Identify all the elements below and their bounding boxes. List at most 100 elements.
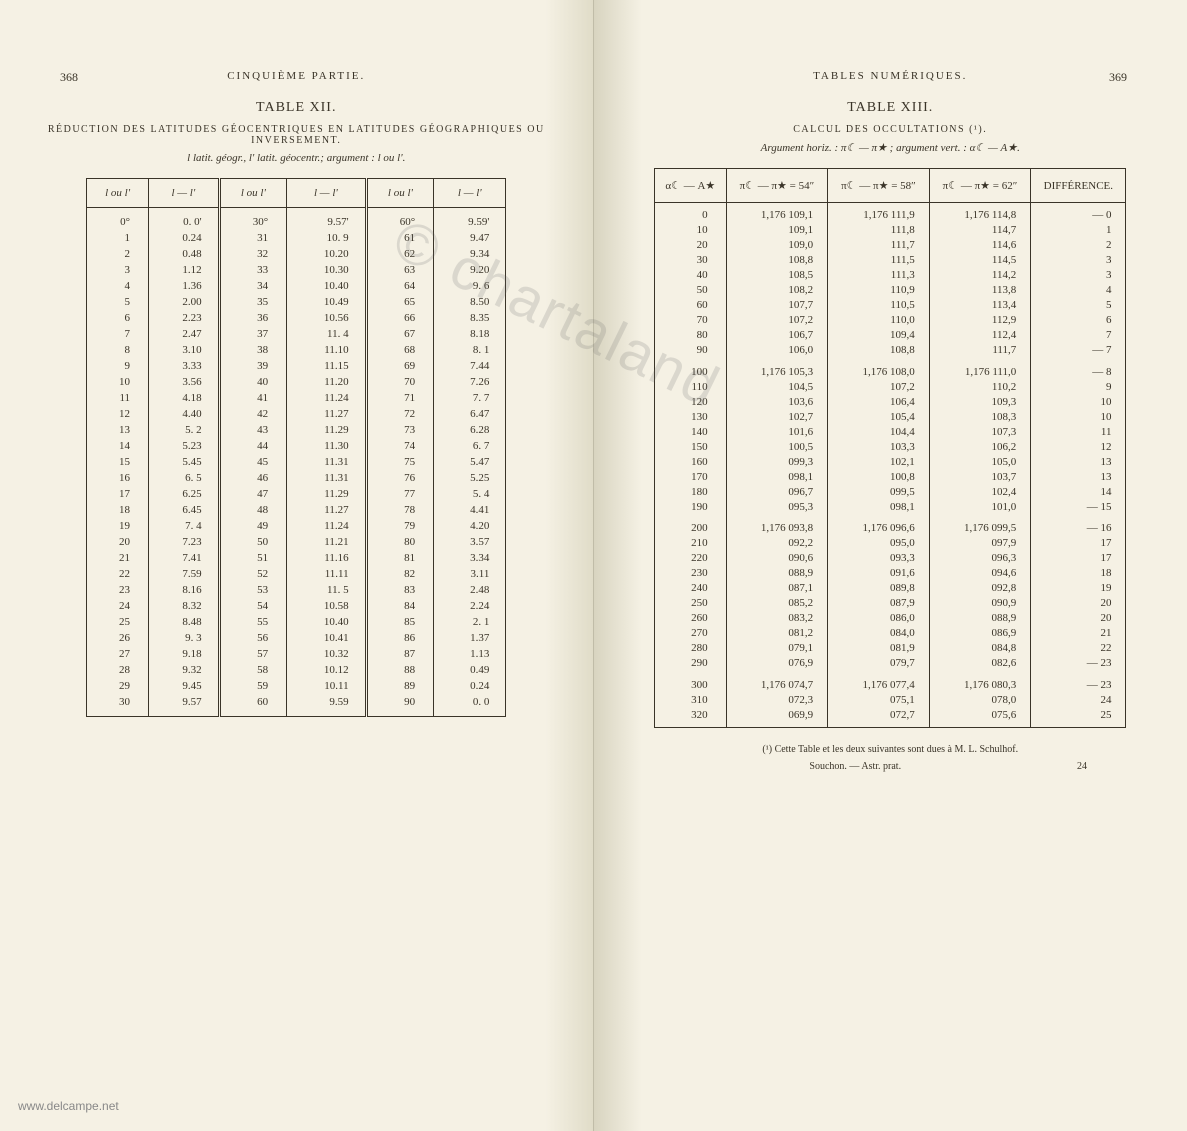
table-cell: 090,9 xyxy=(929,596,1031,611)
page-number-left: 368 xyxy=(60,70,78,85)
table-cell: 37 xyxy=(219,326,287,342)
table-row: 207.235011.21803.57 xyxy=(87,534,506,550)
table-row: 210092,2095,0097,917 xyxy=(655,536,1126,551)
table-cell: 10.58 xyxy=(287,598,367,614)
table-cell: 42 xyxy=(219,406,287,422)
table-cell: 17 xyxy=(1031,536,1126,551)
table-cell: 094,6 xyxy=(929,566,1031,581)
table-cell: 083,2 xyxy=(726,611,828,626)
table-cell: 099,5 xyxy=(828,484,930,499)
table-cell: 39 xyxy=(219,358,287,374)
table-cell: 25 xyxy=(1031,707,1126,727)
table-cell: 4 xyxy=(1031,283,1126,298)
table-row: 20109,0111,7114,62 xyxy=(655,238,1126,253)
table-cell: 56 xyxy=(219,630,287,646)
table-cell: 11.29 xyxy=(287,422,367,438)
table-row: 310072,3075,1078,024 xyxy=(655,692,1126,707)
table-cell: 82 xyxy=(366,566,434,582)
col-header: l — l' xyxy=(287,179,367,208)
table-cell: 106,2 xyxy=(929,439,1031,454)
table-cell: 9.18 xyxy=(149,646,220,662)
table-cell: 7.59 xyxy=(149,566,220,582)
table-row: 103.564011.20707.26 xyxy=(87,374,506,390)
table-cell: 8.48 xyxy=(149,614,220,630)
table-row: 20.483210.20629.34 xyxy=(87,246,506,262)
table-row: 258.485510.40852. 1 xyxy=(87,614,506,630)
table-row: 160099,3102,1105,013 xyxy=(655,454,1126,469)
table-cell: 34 xyxy=(219,278,287,294)
table-cell: 120 xyxy=(655,394,727,409)
table-cell: 81 xyxy=(366,550,434,566)
table-cell: 80 xyxy=(366,534,434,550)
table-cell: 36 xyxy=(219,310,287,326)
table-cell: 101,6 xyxy=(726,424,828,439)
table-cell: 111,8 xyxy=(828,223,930,238)
table-cell: 17 xyxy=(87,486,149,502)
table-cell: 103,6 xyxy=(726,394,828,409)
table-cell: 45 xyxy=(219,454,287,470)
table-cell: 10 xyxy=(1031,409,1126,424)
table-cell: 10.32 xyxy=(287,646,367,662)
table-cell: — 0 xyxy=(1031,203,1126,223)
table-cell: 098,1 xyxy=(828,499,930,514)
table-cell: 102,4 xyxy=(929,484,1031,499)
table-cell: 107,2 xyxy=(828,379,930,394)
table-cell: 280 xyxy=(655,641,727,656)
table-cell: 1,176 114,8 xyxy=(929,203,1031,223)
table-cell: 11.20 xyxy=(287,374,367,390)
table-cell: 0.24 xyxy=(434,678,506,694)
table-cell: 111,3 xyxy=(828,268,930,283)
table-cell: 4.40 xyxy=(149,406,220,422)
table-cell: 14 xyxy=(87,438,149,454)
table-cell: 114,7 xyxy=(929,223,1031,238)
table-cell: 112,4 xyxy=(929,328,1031,343)
table-cell: 16 xyxy=(87,470,149,486)
table-cell: 75 xyxy=(366,454,434,470)
table-cell: 78 xyxy=(366,502,434,518)
table-row: 114.184111.24717. 7 xyxy=(87,390,506,406)
table-cell: 64 xyxy=(366,278,434,294)
table-cell: 2 xyxy=(87,246,149,262)
table-cell: 7.23 xyxy=(149,534,220,550)
signature-mark: 24 xyxy=(1077,761,1087,772)
table-row: 279.185710.32871.13 xyxy=(87,646,506,662)
table-row: 238.165311. 5832.48 xyxy=(87,582,506,598)
table-cell: 091,6 xyxy=(828,566,930,581)
table-cell: 46 xyxy=(219,470,287,486)
table-cell: 72 xyxy=(366,406,434,422)
table-cell: 076,9 xyxy=(726,656,828,671)
table-cell: 50 xyxy=(219,534,287,550)
table-cell: 114,5 xyxy=(929,253,1031,268)
table-cell: 74 xyxy=(366,438,434,454)
table-row: 155.454511.31755.47 xyxy=(87,454,506,470)
table-cell: 108,8 xyxy=(828,343,930,358)
table-cell: 8.50 xyxy=(434,294,506,310)
table-cell: 0. 0' xyxy=(149,208,220,231)
table-cell: 11.15 xyxy=(287,358,367,374)
table-cell: — 7 xyxy=(1031,343,1126,358)
table-cell: 1.12 xyxy=(149,262,220,278)
table-xiii-title: TABLE XIII. xyxy=(634,100,1148,116)
table-cell: 092,8 xyxy=(929,581,1031,596)
table-cell: 31 xyxy=(219,230,287,246)
table-cell: 4.41 xyxy=(434,502,506,518)
table-row: 90106,0108,8111,7— 7 xyxy=(655,343,1126,358)
table-cell: 087,1 xyxy=(726,581,828,596)
table-cell: 7 xyxy=(1031,328,1126,343)
table-cell: 095,0 xyxy=(828,536,930,551)
table-cell: 11.24 xyxy=(287,518,367,534)
table-cell: 8.16 xyxy=(149,582,220,598)
table-cell: 112,9 xyxy=(929,313,1031,328)
table-cell: 11.30 xyxy=(287,438,367,454)
table-cell: 072,3 xyxy=(726,692,828,707)
table-cell: 140 xyxy=(655,424,727,439)
table-cell: 2.00 xyxy=(149,294,220,310)
table-cell: 11.27 xyxy=(287,406,367,422)
table-row: 280079,1081,9084,822 xyxy=(655,641,1126,656)
table-cell: 69 xyxy=(366,358,434,374)
table-cell: 11.16 xyxy=(287,550,367,566)
table-cell: 102,1 xyxy=(828,454,930,469)
book-spread: 368 CINQUIÈME PARTIE. TABLE XII. RÉDUCTI… xyxy=(0,0,1187,1131)
table-cell: 093,3 xyxy=(828,551,930,566)
table-cell: 84 xyxy=(366,598,434,614)
